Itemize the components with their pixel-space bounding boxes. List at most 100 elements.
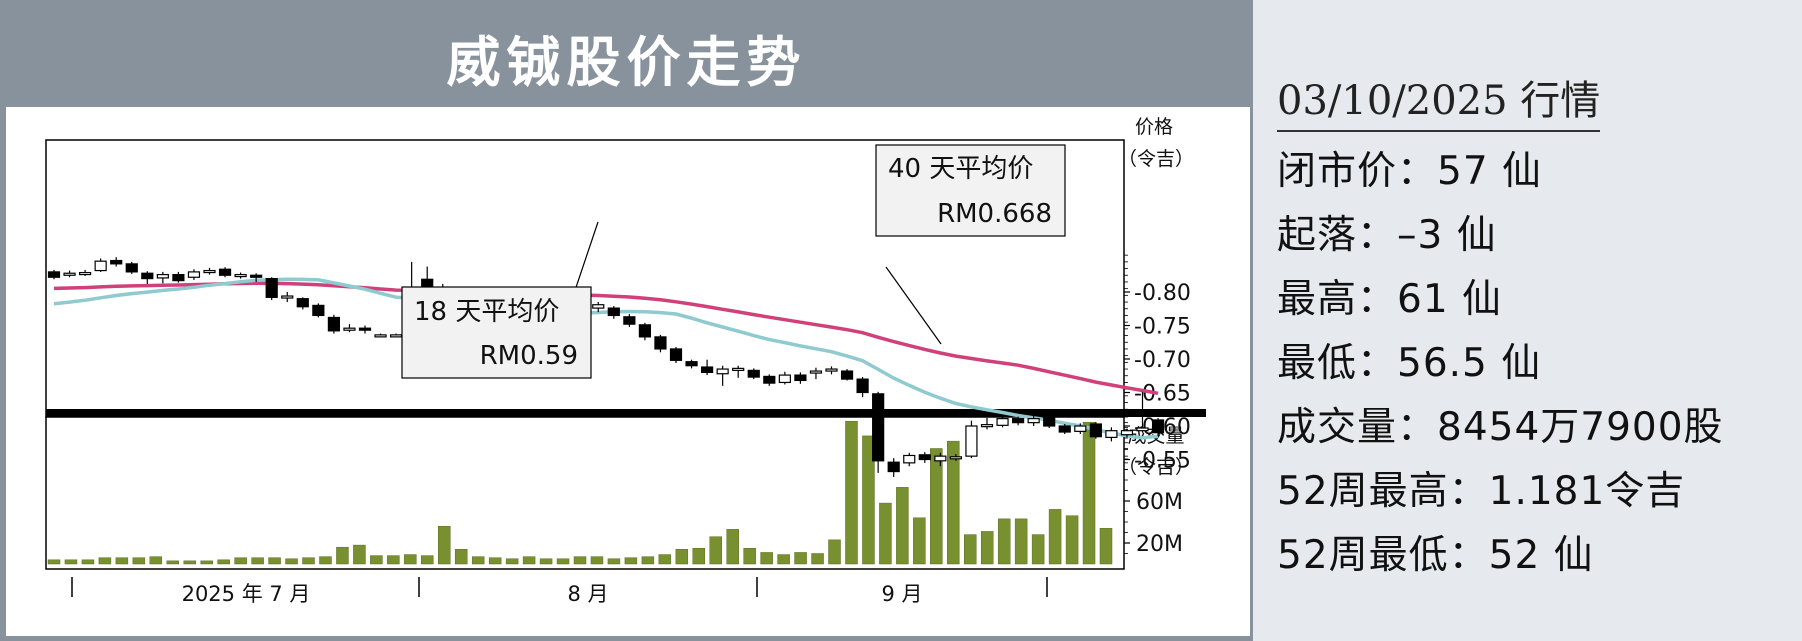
stat-value: 8454万7900股 bbox=[1437, 405, 1724, 450]
stats-date: 03/10/2025 行情 bbox=[1277, 68, 1601, 132]
volume-bar bbox=[47, 559, 61, 565]
candle-up bbox=[94, 260, 107, 272]
ma18-line bbox=[53, 277, 1159, 440]
ma18-callout: 18 天平均价 RM0.59 bbox=[401, 221, 599, 379]
volume-bar bbox=[539, 558, 553, 565]
stat-value: 52 仙 bbox=[1488, 533, 1594, 578]
volume-bar bbox=[947, 440, 960, 565]
candle-down bbox=[669, 348, 683, 361]
volume-bar bbox=[997, 518, 1011, 565]
price-axis-label: 价格 bbox=[1135, 116, 1173, 138]
stat-label: 52周最高： bbox=[1277, 469, 1489, 514]
volume-bar bbox=[845, 420, 858, 565]
volume-bar bbox=[115, 557, 129, 565]
candle-down bbox=[872, 393, 885, 462]
volume-bar bbox=[794, 552, 807, 565]
stat-value: 61 仙 bbox=[1397, 277, 1503, 322]
volume-bar bbox=[930, 448, 943, 565]
volume-bar bbox=[879, 502, 892, 565]
candle-down bbox=[623, 316, 636, 325]
candle-down bbox=[125, 263, 138, 273]
candle-down bbox=[327, 316, 340, 332]
volume-bar bbox=[964, 534, 977, 565]
candle-up bbox=[1074, 425, 1087, 432]
candle-down bbox=[296, 298, 309, 308]
volume-bar bbox=[896, 487, 909, 565]
candle-up bbox=[63, 272, 76, 276]
ma40-callout: 40 天平均价 RM0.668 bbox=[875, 144, 1066, 345]
candle-down bbox=[1058, 425, 1071, 433]
volume-bar bbox=[1082, 422, 1096, 565]
candle-up bbox=[1105, 430, 1118, 438]
stat-row: 最高：61 仙 bbox=[1277, 268, 1502, 324]
volume-bar bbox=[862, 435, 875, 565]
volume-bar bbox=[658, 554, 672, 565]
volume-bar bbox=[336, 546, 349, 565]
volume-bar bbox=[505, 558, 519, 565]
volume-bar bbox=[828, 539, 841, 565]
stat-label: 起落： bbox=[1277, 213, 1398, 258]
candle-down bbox=[840, 370, 854, 380]
volume-bar bbox=[573, 556, 587, 565]
volume-bar bbox=[811, 553, 824, 565]
volume-bar bbox=[980, 531, 994, 565]
candle-up bbox=[996, 418, 1009, 426]
candle-down bbox=[358, 327, 372, 331]
volume-bar bbox=[471, 556, 485, 565]
stat-label: 成交量： bbox=[1277, 405, 1438, 450]
chart-title: 威铖股价走势 bbox=[446, 31, 807, 94]
candle-up bbox=[732, 367, 745, 371]
candle-up bbox=[980, 424, 994, 428]
candle-down bbox=[685, 361, 698, 367]
candle-up bbox=[778, 374, 791, 384]
ma18-value: RM0.59 bbox=[480, 341, 578, 371]
candle-down bbox=[110, 259, 123, 265]
volume-bar bbox=[81, 559, 95, 565]
candle-down bbox=[172, 273, 185, 282]
candle-down bbox=[1089, 423, 1102, 438]
volume-bar bbox=[743, 548, 756, 565]
volume-plot-frame bbox=[45, 416, 1125, 570]
stat-label: 最低： bbox=[1277, 341, 1398, 386]
candle-down bbox=[1011, 418, 1025, 424]
chart-panel: -0.80-0.75-0.70-0.65-0.60-0.55 60M 20M 价格… bbox=[0, 107, 1253, 641]
volume-bar bbox=[1065, 515, 1079, 565]
candle-up bbox=[156, 273, 169, 279]
stat-label: 闭市价： bbox=[1277, 149, 1438, 194]
price-axis: -0.80-0.75-0.70-0.65-0.60-0.55 bbox=[1124, 254, 1191, 474]
ma40-value: RM0.668 bbox=[937, 199, 1052, 229]
volume-bar bbox=[387, 555, 400, 565]
volume-bar bbox=[217, 559, 230, 565]
stat-label: 52周最低： bbox=[1277, 533, 1489, 578]
volume-bar bbox=[421, 555, 434, 565]
candle-up bbox=[1136, 427, 1149, 432]
candle-up bbox=[592, 304, 605, 309]
volume-bar bbox=[590, 556, 604, 565]
volume-tick-label: 60M bbox=[1136, 490, 1183, 515]
volume-bar bbox=[675, 549, 689, 565]
chart-area: -0.80-0.75-0.70-0.65-0.60-0.55 60M 20M 价格… bbox=[6, 107, 1250, 636]
volume-bar bbox=[268, 557, 281, 565]
volume-axis: 60M 20M bbox=[1124, 416, 1183, 557]
stat-value: 1.181令吉 bbox=[1488, 469, 1686, 514]
candle-down bbox=[638, 324, 652, 338]
volume-bar bbox=[1031, 534, 1045, 565]
volume-bar bbox=[913, 517, 926, 565]
candle-down bbox=[265, 278, 278, 298]
candle-down bbox=[1043, 417, 1056, 427]
candle-up bbox=[187, 271, 201, 278]
volume-bar bbox=[1048, 509, 1062, 565]
candle-up bbox=[1027, 418, 1040, 424]
candle-up bbox=[390, 334, 403, 338]
volume-bar bbox=[302, 557, 315, 565]
volume-bar bbox=[454, 549, 468, 565]
candle-up bbox=[716, 368, 729, 375]
stat-row: 成交量：8454万7900股 bbox=[1277, 396, 1724, 452]
volume-bar bbox=[726, 529, 739, 565]
volume-bar bbox=[760, 552, 773, 565]
candle-down bbox=[763, 375, 776, 384]
candle-down bbox=[856, 378, 869, 394]
volume-tick-label: 20M bbox=[1136, 532, 1183, 557]
price-tick-label: -0.80 bbox=[1134, 281, 1191, 306]
candle-down bbox=[607, 307, 620, 317]
